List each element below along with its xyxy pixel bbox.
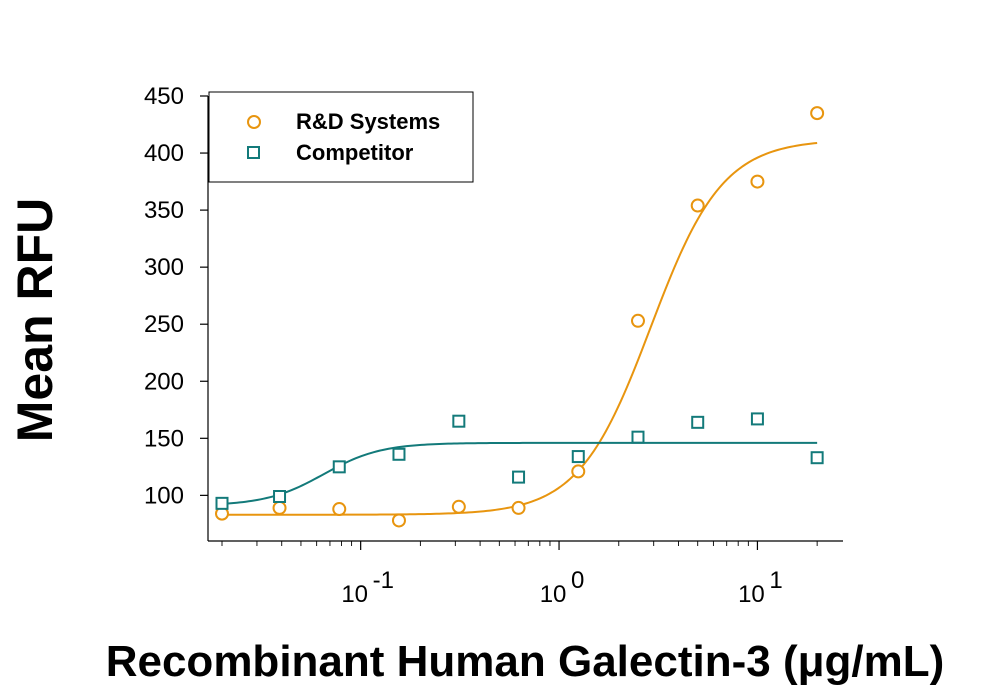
- y-tick-label: 150: [144, 425, 184, 452]
- data-point-competitor: [273, 490, 287, 503]
- data-point-competitor: [691, 415, 705, 429]
- y-tick-label: 450: [144, 83, 184, 110]
- data-point-competitor: [512, 470, 526, 484]
- fit-curve-rd-systems: [222, 141, 818, 516]
- x-tick-exponent: -1: [373, 567, 394, 594]
- legend-label-rd-systems: R&D Systems: [296, 109, 440, 134]
- data-point-competitor: [332, 460, 346, 474]
- data-point-competitor: [750, 412, 764, 426]
- y-axis: 100 150 200 250 300 350 400 450: [144, 83, 209, 541]
- x-tick-exponent: 1: [769, 567, 782, 594]
- data-point-rd-systems: [750, 174, 765, 189]
- data-point-competitor: [571, 450, 585, 464]
- x-tick-label: 10: [738, 581, 765, 608]
- legend-label-competitor: Competitor: [296, 140, 414, 165]
- fit-curves: [221, 141, 818, 516]
- data-point-rd-systems: [272, 500, 287, 515]
- y-axis-title: Mean RFU: [7, 198, 63, 442]
- y-tick-label: 100: [144, 482, 184, 509]
- data-point-competitor: [215, 496, 229, 510]
- data-point-rd-systems: [571, 464, 586, 479]
- data-point-competitor: [392, 447, 406, 461]
- data-point-rd-systems: [690, 198, 705, 213]
- data-point-rd-systems: [511, 500, 526, 515]
- data-point-rd-systems: [391, 513, 406, 528]
- x-tick-exponent: 0: [571, 567, 584, 594]
- x-tick-label: 10: [540, 581, 567, 608]
- legend-marker-rd-systems: [247, 115, 261, 129]
- data-point-rd-systems: [810, 106, 825, 121]
- y-tick-label: 300: [144, 254, 184, 281]
- data-point-competitor: [631, 430, 645, 444]
- fit-curve-competitor: [221, 441, 818, 505]
- legend-marker-competitor: [247, 146, 260, 159]
- data-point-competitor: [810, 451, 824, 465]
- y-tick-label: 400: [144, 140, 184, 167]
- y-tick-label: 250: [144, 311, 184, 338]
- y-tick-label: 200: [144, 368, 184, 395]
- legend-box: [208, 91, 474, 183]
- x-tick-label: 10: [341, 581, 368, 608]
- data-points: [215, 106, 825, 528]
- data-point-rd-systems: [630, 313, 645, 328]
- x-axis-title: Recombinant Human Galectin-3 (μg/mL): [106, 637, 945, 686]
- data-point-rd-systems: [451, 499, 466, 514]
- y-tick-label: 350: [144, 197, 184, 224]
- legend: R&D Systems Competitor: [208, 91, 474, 183]
- data-point-competitor: [452, 414, 466, 428]
- data-point-rd-systems: [332, 502, 347, 517]
